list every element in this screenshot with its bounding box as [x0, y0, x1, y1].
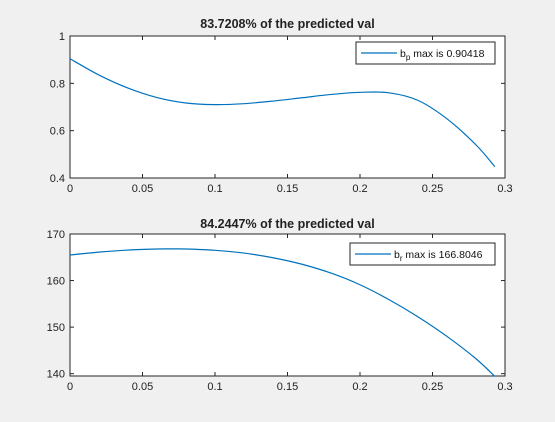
x-tick-label: 0.25 [422, 183, 443, 195]
x-tick-label: 0.05 [132, 381, 153, 393]
legend-label-sub-bottom: r [400, 254, 403, 263]
subplot-top: 83.7208% of the predicted val 0 0.05 0.1 0.… [50, 17, 513, 195]
x-tick-label: 0.15 [277, 183, 298, 195]
x-tick-label: 0 [67, 381, 73, 393]
legend-box-top [355, 41, 496, 65]
y-tick-label: 0.6 [50, 126, 65, 138]
series-line-top [69, 58, 496, 168]
x-tick-label: 0.05 [132, 183, 153, 195]
legend-box-bottom [349, 242, 496, 266]
legend-bottom: br max is 166.8046 [349, 242, 496, 266]
series-group-bottom [69, 248, 496, 377]
legend-label-rest-bottom: max is 166.8046 [403, 249, 483, 261]
legend-label-sub-top: p [406, 53, 411, 62]
series-group-top [69, 58, 496, 168]
y-tick-label: 140 [47, 369, 65, 381]
legend-label-top: bp max is 0.90418 [400, 48, 485, 62]
x-tick-label: 0.3 [497, 381, 512, 393]
legend-top: bp max is 0.90418 [355, 41, 496, 65]
x-tick-label: 0.15 [277, 381, 298, 393]
chart-title-bottom: 84.2447% of the predicted val [200, 217, 374, 231]
y-tick-labels-top: 0.4 0.6 0.8 1 [50, 31, 505, 185]
legend-label-rest-top: max is 0.90418 [410, 48, 484, 60]
y-tick-label: 160 [47, 276, 65, 288]
x-tick-label: 0.2 [352, 381, 367, 393]
y-tick-label: 0.8 [50, 78, 65, 90]
y-tick-label: 1 [59, 31, 65, 43]
y-tick-label: 0.4 [50, 173, 65, 185]
x-tick-labels-top: 0 0.05 0.1 0.15 0.2 0.25 0.3 [67, 36, 513, 195]
x-tick-label: 0.25 [422, 381, 443, 393]
legend-label-base-bottom: b [394, 249, 400, 261]
series-line-bottom [69, 248, 496, 377]
legend-label-bottom: br max is 166.8046 [394, 249, 483, 263]
x-tick-label: 0 [67, 183, 73, 195]
x-tick-labels-bottom: 0 0.05 0.1 0.15 0.2 0.25 0.3 [67, 234, 513, 393]
subplot-bottom: 84.2447% of the predicted val 0 0.05 0.1 0.… [47, 217, 513, 393]
y-tick-label: 150 [47, 322, 65, 334]
chart-title-top: 83.7208% of the predicted val [200, 17, 374, 31]
legend-label-base-top: b [400, 48, 406, 60]
x-tick-label: 0.1 [207, 381, 222, 393]
x-tick-label: 0.2 [352, 183, 367, 195]
x-tick-label: 0.3 [497, 183, 512, 195]
y-tick-label: 170 [47, 229, 65, 241]
x-tick-label: 0.1 [207, 183, 222, 195]
y-tick-labels-bottom: 140 150 160 170 [47, 229, 505, 381]
